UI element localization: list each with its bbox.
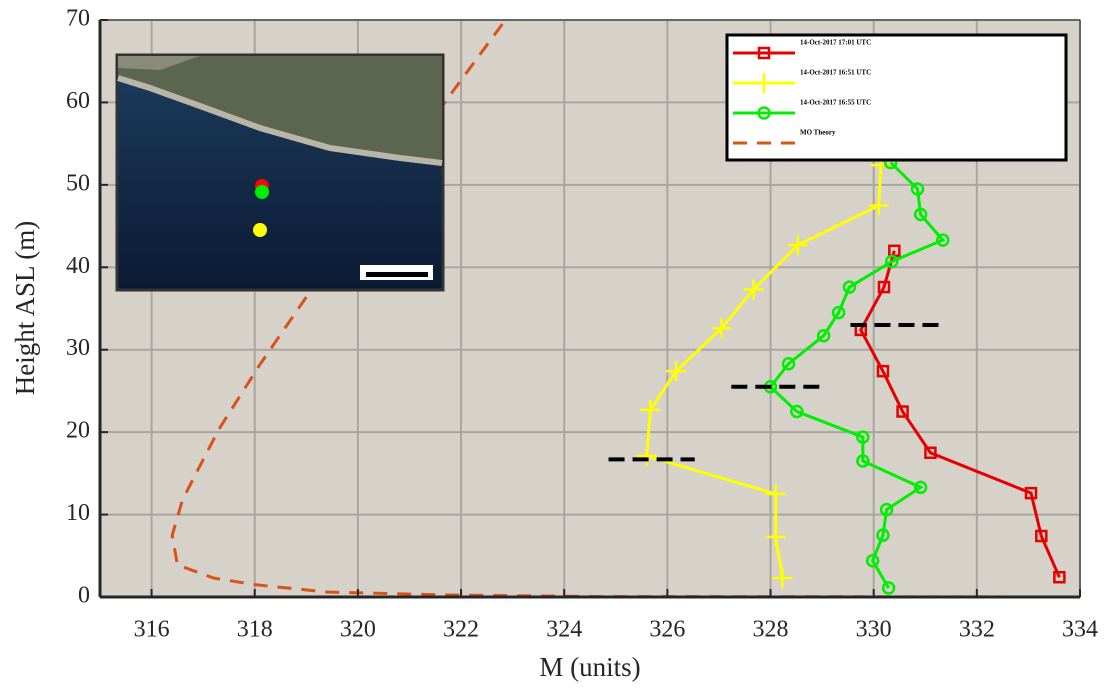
- y-tick-label: 60: [66, 88, 90, 114]
- y-tick-label: 20: [66, 418, 90, 444]
- map-point: [253, 223, 267, 237]
- x-tick-label: 334: [1062, 617, 1098, 643]
- x-tick-label: 318: [237, 617, 273, 643]
- legend-label: 14-Oct-2017 16:51 UTC: [800, 69, 871, 77]
- x-tick-label: 332: [959, 617, 995, 643]
- x-tick-label: 324: [546, 617, 582, 643]
- legend-label: MO Theory: [800, 129, 836, 137]
- x-tick-label: 320: [340, 617, 376, 643]
- y-tick-label: 10: [66, 500, 90, 526]
- y-tick-label: 70: [66, 6, 90, 32]
- x-tick-label: 316: [134, 617, 170, 643]
- x-axis-label: M (units): [539, 652, 640, 682]
- scale-bar: [366, 272, 428, 277]
- legend-label: 14-Oct-2017 16:55 UTC: [800, 99, 871, 107]
- inset-map: [117, 55, 443, 290]
- y-tick-label: 0: [78, 583, 90, 609]
- legend: 14-Oct-2017 17:01 UTC 14-Oct-2017 16:51 U…: [727, 35, 1066, 160]
- y-tick-label: 40: [66, 253, 90, 279]
- x-tick-label: 326: [649, 617, 685, 643]
- x-tick-label: 330: [856, 617, 892, 643]
- y-tick-label: 30: [66, 335, 90, 361]
- y-tick-label: 50: [66, 170, 90, 196]
- map-point: [255, 185, 269, 199]
- chart: 14-Oct-2017 17:01 UTC 14-Oct-2017 16:51 U…: [0, 0, 1106, 689]
- x-tick-label: 328: [753, 617, 789, 643]
- legend-label: 14-Oct-2017 17:01 UTC: [800, 39, 871, 47]
- x-tick-label: 322: [443, 617, 479, 643]
- y-axis-label: Height ASL (m): [10, 221, 40, 396]
